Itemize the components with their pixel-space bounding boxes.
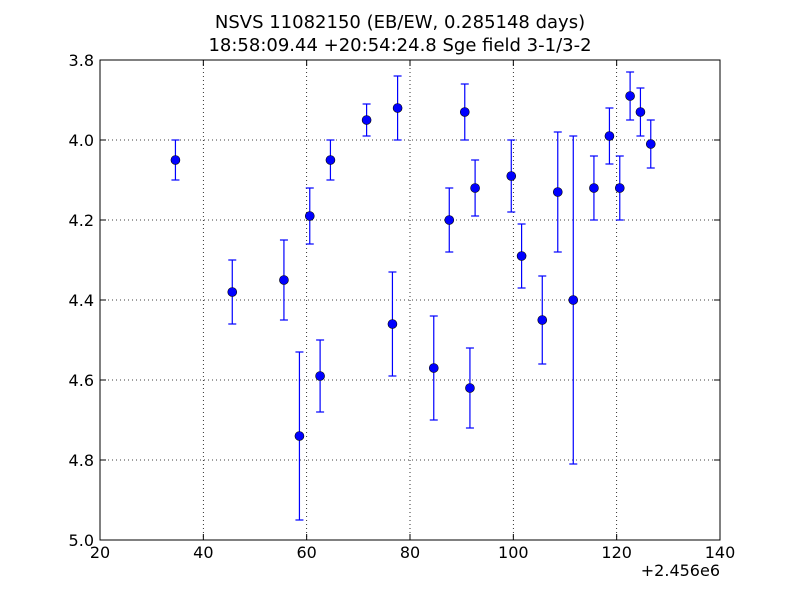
data-point <box>552 187 563 197</box>
data-point <box>325 155 336 165</box>
data-point <box>392 103 403 113</box>
data-point <box>568 295 579 305</box>
data-point <box>645 139 656 149</box>
data-point <box>516 251 527 261</box>
data-point <box>625 91 635 101</box>
data-point <box>506 171 517 181</box>
y-tick-label: 4.4 <box>69 291 94 310</box>
y-tick-label: 3.8 <box>69 51 94 70</box>
data-point <box>361 115 372 125</box>
y-tick-label: 4.2 <box>69 211 94 230</box>
x-tick-label: 140 <box>705 543 736 562</box>
y-tick-label: 4.0 <box>69 131 94 150</box>
data-point <box>614 183 625 193</box>
x-tick-label: 20 <box>90 543 110 562</box>
chart-title: NSVS 11082150 (EB/EW, 0.285148 days) <box>214 12 586 33</box>
data-point <box>604 131 615 141</box>
x-tick-label: 60 <box>296 543 316 562</box>
y-tick-label: 4.6 <box>69 371 94 390</box>
x-tick-label: 80 <box>400 543 420 562</box>
data-point <box>294 431 305 441</box>
y-tick-label: 5.0 <box>69 531 94 550</box>
data-point <box>170 155 181 165</box>
data-point <box>304 211 315 221</box>
x-tick-label: 40 <box>193 543 213 562</box>
chart-subtitle: 18:58:09.44 +20:54:24.8 Sge field 3-1/3-… <box>208 35 592 56</box>
x-tick-label: 100 <box>498 543 529 562</box>
data-point <box>387 319 398 329</box>
data-point <box>465 383 475 393</box>
data-point <box>470 183 480 193</box>
data-point <box>428 363 439 373</box>
x-offset-label: +2.456e6 <box>641 561 720 580</box>
data-point <box>444 215 455 225</box>
data-point <box>635 107 646 117</box>
data-points <box>170 71 656 521</box>
data-point <box>589 183 599 193</box>
data-point <box>227 287 238 297</box>
axis-ticks: 20 40 60 80 100 120 140 3.8 4.0 4.2 4.4 4.6 4.8 5.0 <box>69 51 736 562</box>
x-tick-label: 120 <box>601 543 632 562</box>
grid-layer <box>100 60 720 540</box>
y-tick-label: 4.8 <box>69 451 94 470</box>
data-point <box>459 107 470 117</box>
data-point <box>537 315 548 325</box>
data-point <box>315 371 325 381</box>
data-point <box>279 275 289 285</box>
